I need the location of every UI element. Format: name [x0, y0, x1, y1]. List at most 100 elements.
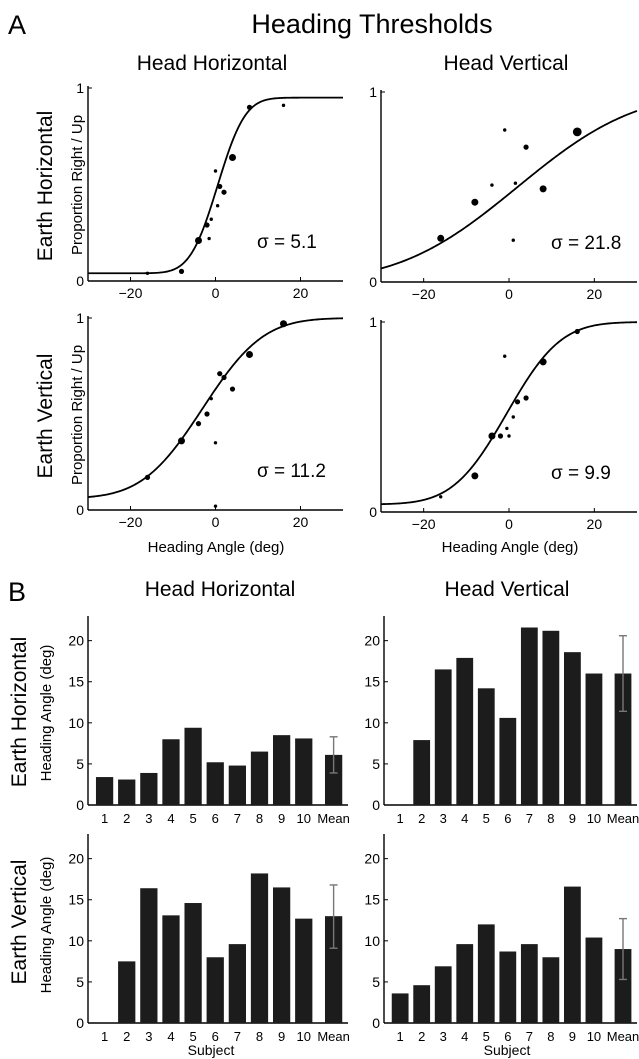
x-tick-label: 5	[189, 811, 196, 826]
x-tick-label: 4	[461, 1029, 468, 1044]
x-tick-label: 10	[297, 811, 311, 826]
x-tick-label: 3	[145, 1029, 152, 1044]
x-tick-label: 1	[101, 811, 108, 826]
x-tick-label: 10	[297, 1029, 311, 1044]
x-tick-label: Mean	[317, 1029, 350, 1044]
bar	[206, 957, 224, 1023]
y-tick-label: 0	[76, 1015, 84, 1031]
data-point	[439, 495, 443, 499]
bar	[272, 887, 291, 1023]
bar	[250, 873, 269, 1023]
bar	[585, 673, 603, 805]
x-tick-label: 3	[145, 811, 152, 826]
x-tick-label: 10	[587, 1029, 601, 1044]
data-point	[195, 236, 202, 244]
chart-2: 0 1 −20 0 20 σ = 11.2	[76, 310, 344, 530]
panel-b-col-title-0: Head Horizontal	[145, 578, 296, 601]
bar	[118, 961, 136, 1023]
y-tick-label: 5	[76, 756, 84, 772]
data-point	[514, 399, 521, 405]
x-tick-label: 0	[212, 285, 220, 301]
x-tick-label: 1	[397, 811, 404, 826]
data-point	[213, 169, 218, 173]
bar	[118, 779, 136, 805]
y-tick-label: 20	[68, 633, 84, 649]
sigma-label: σ = 9.9	[551, 463, 611, 484]
panel-a-row-title-0: Earth Horizontal	[34, 111, 57, 262]
bar	[585, 937, 603, 1023]
x-tick-label: 6	[212, 811, 219, 826]
x-tick-label: 10	[587, 811, 601, 826]
panel-b-ylabel-0: Heading Angle (deg)	[38, 645, 55, 782]
y-tick-label: 10	[364, 933, 380, 949]
bar	[140, 772, 158, 805]
fit-curve	[380, 321, 638, 506]
data-point	[207, 236, 211, 241]
bar	[162, 915, 180, 1023]
x-tick-label: Mean	[607, 1029, 639, 1044]
y-tick-label: 1	[76, 80, 84, 96]
bar	[228, 944, 246, 1023]
chart-3: 0 1 −20 0 20 σ = 9.9	[369, 314, 638, 532]
x-tick-label: 5	[189, 1029, 196, 1044]
data-point	[471, 472, 479, 480]
data-point	[144, 474, 151, 480]
data-point	[215, 204, 220, 208]
bar	[477, 688, 495, 805]
bar	[542, 957, 560, 1023]
x-tick-label: 6	[212, 1029, 219, 1044]
y-tick-label: 15	[364, 674, 380, 690]
data-point	[471, 198, 479, 206]
bar	[456, 657, 474, 805]
fit-curve	[380, 110, 638, 270]
data-point	[539, 185, 547, 193]
x-tick-label: 4	[461, 811, 468, 826]
data-point	[572, 127, 582, 137]
x-tick-label: 4	[167, 811, 174, 826]
y-tick-label: 0	[76, 502, 84, 518]
bar	[434, 669, 452, 805]
data-point	[204, 222, 210, 228]
data-point	[229, 386, 236, 392]
x-tick-label: 3	[440, 1029, 447, 1044]
bar	[250, 751, 269, 805]
x-tick-label: 20	[293, 514, 309, 530]
data-point	[221, 189, 227, 195]
data-point	[281, 103, 286, 108]
data-point	[246, 350, 253, 358]
bar	[184, 903, 202, 1023]
y-tick-label: 20	[68, 851, 84, 867]
panel-a-ylabel-1: Proportion Right / Up	[69, 345, 86, 485]
x-tick-label: 8	[256, 1029, 263, 1044]
x-tick-label: 7	[234, 1029, 241, 1044]
panel-a-title: Heading Thresholds	[251, 9, 492, 39]
data-point	[523, 144, 529, 150]
y-tick-label: 0	[369, 274, 377, 290]
x-tick-label: 2	[418, 1029, 425, 1044]
data-point	[213, 504, 218, 508]
x-tick-label: 20	[587, 286, 603, 302]
x-tick-label: 2	[418, 811, 425, 826]
x-tick-label: 9	[569, 1029, 576, 1044]
panel-b-col-title-1: Head Vertical	[445, 578, 570, 601]
data-point	[505, 426, 509, 431]
x-tick-label: 1	[101, 1029, 108, 1044]
sigma-label: σ = 21.8	[551, 233, 621, 254]
bar	[391, 993, 409, 1023]
bar	[413, 985, 431, 1023]
bar	[324, 916, 343, 1023]
x-tick-label: 8	[547, 811, 554, 826]
panel-a-ylabel-0: Proportion Right / Up	[69, 115, 86, 255]
x-tick-label: 7	[526, 1029, 533, 1044]
bar	[228, 765, 246, 805]
bar	[95, 777, 114, 805]
bar	[206, 762, 224, 805]
fit-curve	[88, 96, 343, 275]
y-tick-label: 1	[76, 310, 84, 326]
bar	[295, 738, 313, 805]
x-tick-label: Mean	[607, 811, 639, 826]
y-tick-label: 0	[76, 797, 84, 813]
y-tick-label: 20	[364, 851, 380, 867]
